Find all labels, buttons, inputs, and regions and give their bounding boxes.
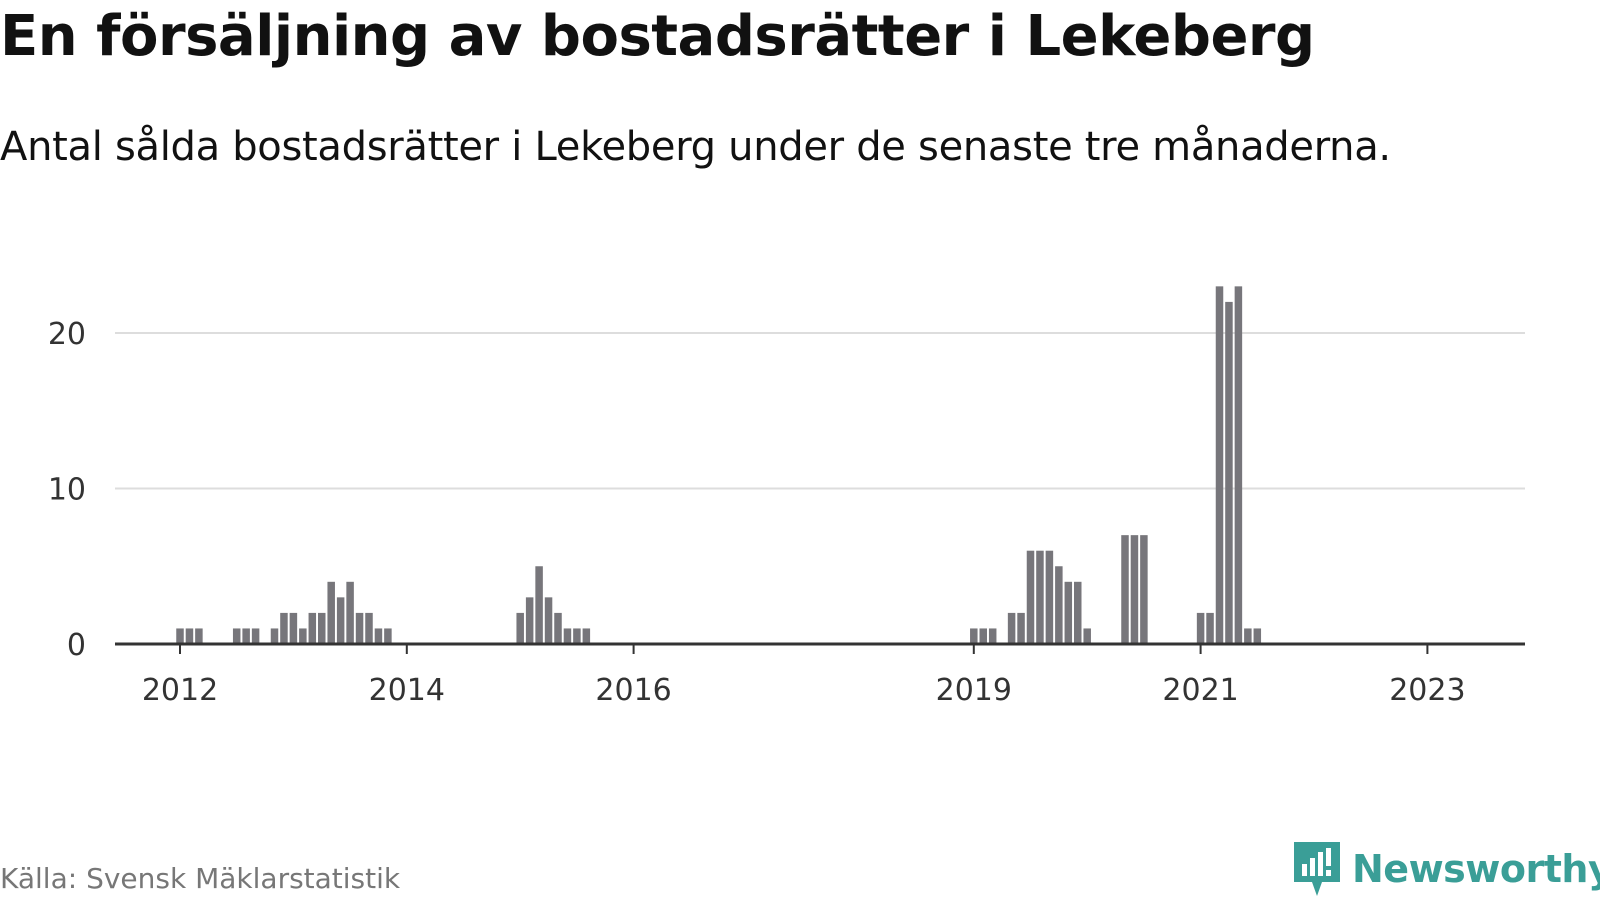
x-tick-label: 2019 bbox=[936, 673, 1012, 708]
bars bbox=[176, 286, 1262, 644]
bar bbox=[563, 628, 572, 644]
logo-text: Newsworthy bbox=[1352, 847, 1600, 891]
bar bbox=[299, 628, 307, 644]
bar bbox=[979, 628, 987, 644]
bar bbox=[1225, 301, 1233, 644]
bar bbox=[374, 628, 383, 644]
bar bbox=[346, 581, 354, 644]
bar bbox=[1196, 612, 1205, 644]
source-note: Källa: Svensk Mäklarstatistik bbox=[0, 862, 401, 895]
y-tick-label: 20 bbox=[48, 317, 86, 352]
bar bbox=[1130, 535, 1139, 644]
bar bbox=[1026, 550, 1035, 644]
bar bbox=[251, 628, 260, 644]
bar bbox=[280, 612, 288, 644]
bar bbox=[242, 628, 250, 644]
x-tick-label: 2021 bbox=[1162, 673, 1238, 708]
bar bbox=[308, 612, 317, 644]
bar bbox=[1055, 566, 1063, 644]
bar bbox=[582, 628, 591, 644]
bar bbox=[318, 612, 326, 644]
bar bbox=[1017, 612, 1025, 644]
y-tick-label: 10 bbox=[48, 473, 86, 508]
bar bbox=[1083, 628, 1091, 644]
bar bbox=[1007, 612, 1016, 644]
chart-subtitle: Antal sålda bostadsrätter i Lekeberg und… bbox=[0, 124, 1391, 170]
bar bbox=[525, 597, 534, 644]
bar bbox=[535, 566, 543, 644]
bar bbox=[1140, 535, 1148, 644]
bar bbox=[1206, 612, 1214, 644]
bar bbox=[554, 612, 562, 644]
bar bbox=[232, 628, 241, 644]
newsworthy-logo: Newsworthy bbox=[1292, 840, 1600, 898]
newsworthy-chart-icon bbox=[1294, 842, 1340, 896]
bar bbox=[384, 628, 392, 644]
bar bbox=[1074, 581, 1082, 644]
tick-labels: 010202012201420162019202120231 bbox=[48, 317, 1466, 708]
bar bbox=[988, 628, 997, 644]
axes bbox=[115, 642, 1525, 654]
bar bbox=[365, 612, 373, 644]
bar bbox=[185, 628, 194, 644]
bar bbox=[355, 612, 364, 644]
bar bbox=[1215, 286, 1224, 644]
x-tick-label: 2016 bbox=[595, 673, 671, 708]
x-tick-label: 2023 bbox=[1389, 673, 1465, 708]
bar bbox=[336, 597, 345, 644]
bar bbox=[176, 628, 184, 644]
bar-chart: 010202012201420162019202120231 bbox=[48, 286, 1525, 708]
bar bbox=[516, 612, 524, 644]
bar bbox=[970, 628, 978, 644]
bar bbox=[1045, 550, 1054, 644]
x-tick-label: 2014 bbox=[369, 673, 445, 708]
gridlines bbox=[115, 332, 1525, 490]
bar bbox=[1064, 581, 1073, 644]
bar bbox=[195, 628, 203, 644]
bar bbox=[544, 597, 553, 644]
bar bbox=[1244, 628, 1252, 644]
bar bbox=[327, 581, 335, 644]
bar bbox=[1121, 535, 1129, 644]
bar bbox=[1234, 286, 1243, 644]
chart-title: En försäljning av bostadsrätter i Lekebe… bbox=[0, 4, 1315, 69]
x-tick-label: 2012 bbox=[142, 673, 218, 708]
bar bbox=[289, 612, 298, 644]
bar bbox=[573, 628, 581, 644]
y-tick-label: 0 bbox=[67, 628, 86, 663]
bar bbox=[1036, 550, 1044, 644]
bar bbox=[270, 628, 279, 644]
bar bbox=[1253, 628, 1262, 644]
